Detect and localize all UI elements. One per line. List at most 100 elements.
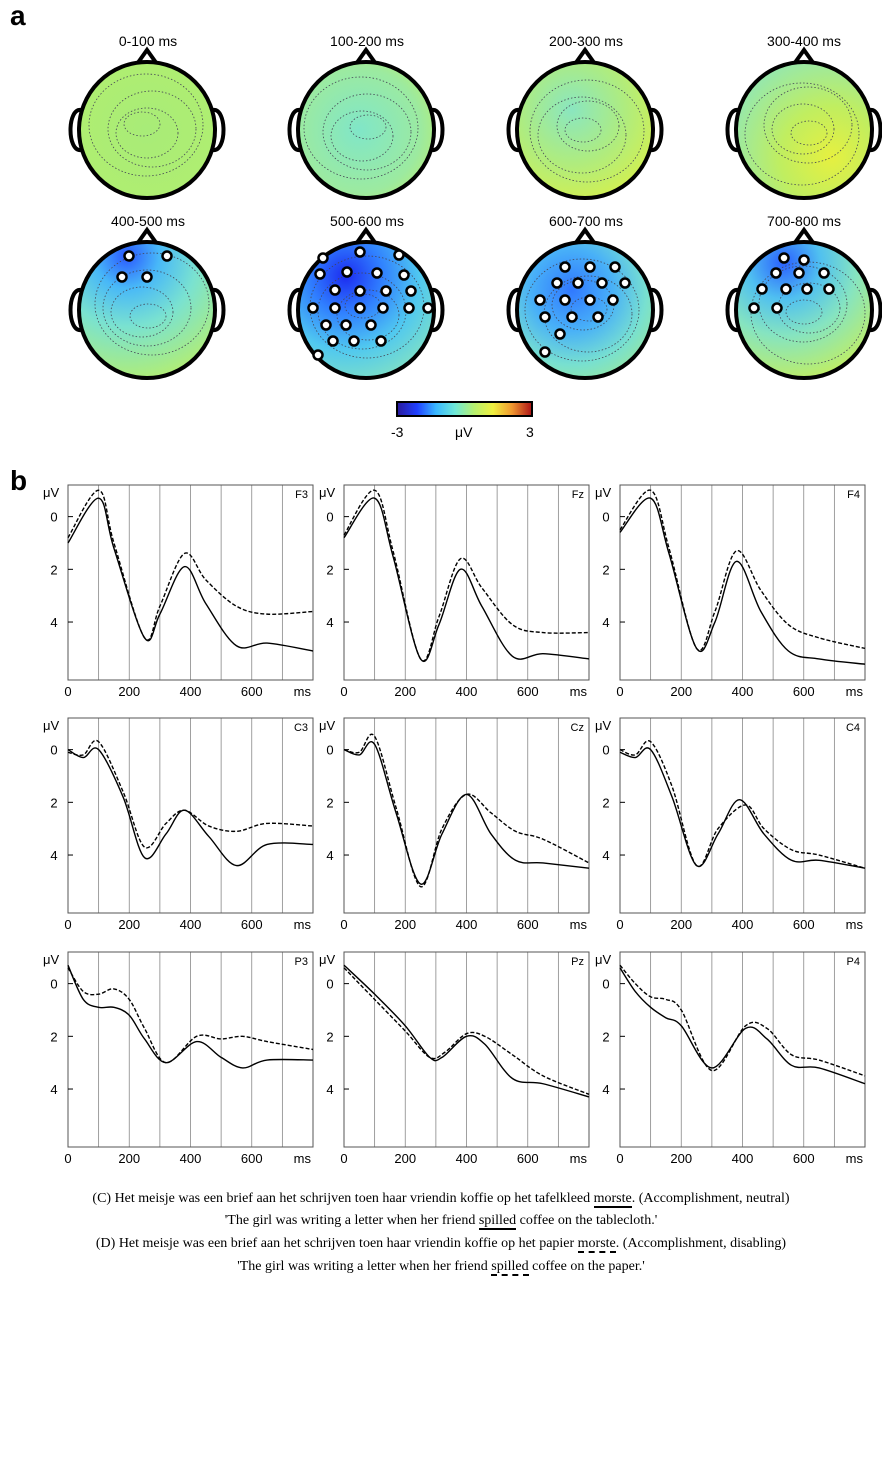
colorbar-max-label: 3 [526, 424, 534, 440]
contour-line [102, 269, 192, 347]
x-tick-label: 200 [394, 1151, 416, 1166]
solid-waveform-C3 [67, 747, 314, 867]
topomap-6 [287, 226, 445, 380]
y-tick-label: 2 [602, 562, 609, 577]
electrode-marker [329, 302, 341, 314]
y-axis-label: μV [319, 485, 335, 500]
x-tick-label: 400 [732, 917, 754, 932]
y-tick-label: 4 [50, 1082, 57, 1097]
solid-waveform-P4 [619, 967, 866, 1085]
electrode-marker [801, 283, 813, 295]
electrode-label: F3 [295, 489, 308, 501]
x-tick-label: 0 [340, 917, 347, 932]
topomap-title-5: 400-500 ms [111, 213, 185, 229]
x-tick-label: 0 [616, 684, 623, 699]
x-tick-label: 400 [456, 684, 478, 699]
electrode-marker [592, 311, 604, 323]
caption-line-3-verb: morste [577, 1236, 616, 1253]
x-axis-label: ms [846, 917, 864, 932]
contour-line [94, 252, 210, 356]
electrode-marker [329, 284, 341, 296]
electrode-marker [141, 271, 153, 283]
electrode-marker [551, 277, 563, 289]
electrode-marker [539, 311, 551, 323]
electrode-marker [559, 294, 571, 306]
x-tick-label: 400 [456, 1151, 478, 1166]
electrode-label: Fz [572, 489, 584, 501]
electrode-marker [398, 269, 410, 281]
x-tick-label: 600 [517, 684, 539, 699]
electrode-marker [403, 302, 415, 314]
dashed-waveform-C4 [619, 740, 866, 869]
erp-panel-F4: μV 0 2 4 0 200 400 600 ms F4 [595, 484, 866, 699]
topomap-2 [287, 46, 445, 200]
dashed-waveform-P4 [619, 964, 866, 1077]
y-tick-label: 4 [50, 615, 57, 630]
electrode-marker [539, 346, 551, 358]
solid-waveform-C4 [619, 747, 866, 869]
electrode-marker [619, 277, 631, 289]
electrode-label: C3 [294, 722, 308, 734]
x-tick-label: 400 [180, 917, 202, 932]
contour-line [349, 114, 387, 140]
contour-line [110, 286, 174, 338]
electrode-marker [534, 294, 546, 306]
electrode-marker [393, 249, 405, 261]
y-tick-label: 2 [326, 1029, 333, 1044]
electrode-label: P3 [295, 956, 308, 968]
x-tick-label: 600 [793, 1151, 815, 1166]
y-tick-label: 2 [602, 795, 609, 810]
contour-line [744, 82, 860, 186]
solid-waveform-F4 [619, 497, 866, 665]
contour-line [330, 110, 394, 162]
electrode-marker [771, 302, 783, 314]
electrode-marker [371, 267, 383, 279]
x-tick-label: 400 [180, 1151, 202, 1166]
x-tick-label: 0 [64, 917, 71, 932]
electrode-marker [320, 319, 332, 331]
electrode-marker [422, 302, 434, 314]
topomap-1 [68, 46, 226, 200]
y-axis-label: μV [595, 952, 611, 967]
contour-line [524, 258, 640, 362]
x-tick-label: 600 [793, 684, 815, 699]
electrode-marker [354, 285, 366, 297]
y-axis-label: μV [595, 718, 611, 733]
contour-line [123, 111, 161, 137]
x-tick-label: 600 [517, 1151, 539, 1166]
contour-line [556, 100, 620, 152]
electrode-marker [365, 319, 377, 331]
y-tick-label: 4 [50, 848, 57, 863]
erp-panel-P4: μV 0 2 4 0 200 400 600 ms P4 [595, 951, 866, 1166]
electrode-marker [307, 302, 319, 314]
caption-line-1-suffix: . (Accomplishment, neutral) [631, 1191, 790, 1206]
x-axis-label: ms [846, 684, 864, 699]
topomap-title-6: 500-600 ms [330, 213, 404, 229]
caption-line-2-suffix: coffee on the tablecloth.' [516, 1213, 658, 1228]
electrode-marker [596, 277, 608, 289]
x-tick-label: 0 [340, 1151, 347, 1166]
caption-line-4-prefix: 'The girl was writing a letter when her … [237, 1259, 492, 1274]
plot-frame [67, 717, 314, 914]
x-tick-label: 0 [616, 1151, 623, 1166]
dashed-waveform-C3 [67, 739, 314, 849]
electrode-marker [341, 266, 353, 278]
y-tick-label: 4 [326, 848, 333, 863]
x-axis-label: ms [570, 917, 588, 932]
electrode-marker [554, 328, 566, 340]
electrode-marker [116, 271, 128, 283]
y-axis-label: μV [43, 718, 59, 733]
contour-line [529, 79, 645, 183]
y-tick-label: 4 [602, 1082, 609, 1097]
electrode-marker [793, 267, 805, 279]
x-tick-label: 600 [241, 917, 263, 932]
contour-line [537, 96, 627, 174]
x-tick-label: 0 [64, 1151, 71, 1166]
y-tick-label: 2 [326, 562, 333, 577]
electrode-marker [354, 246, 366, 258]
topomap-5 [68, 226, 226, 380]
electrode-marker [161, 250, 173, 262]
topomap-3 [506, 46, 664, 200]
contour-line [322, 93, 412, 171]
x-tick-label: 200 [394, 684, 416, 699]
